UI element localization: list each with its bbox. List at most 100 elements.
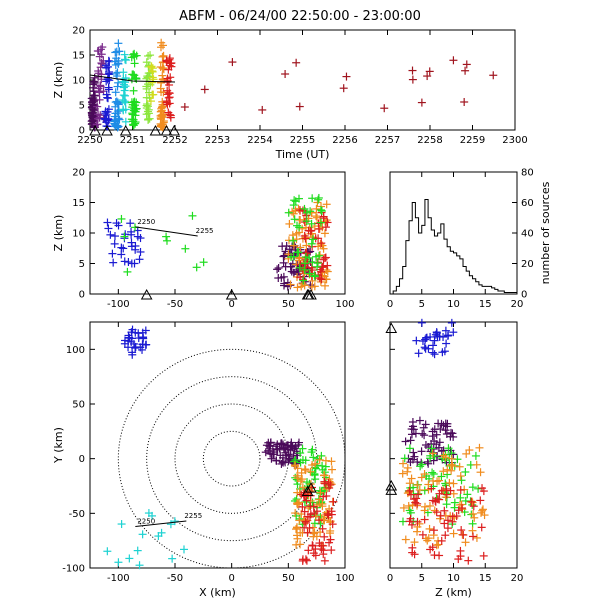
source-point [407,474,416,483]
source-point [468,498,477,507]
source-point [452,512,461,521]
source-point [134,334,143,343]
source-point [442,500,451,509]
source-point [302,556,311,565]
source-point [399,503,408,512]
source-point [258,105,267,114]
source-point [442,339,451,348]
range-ring [202,430,261,487]
source-point [409,448,418,457]
source-point [135,561,144,570]
source-point [443,331,452,340]
source-point [413,490,422,499]
source-points [103,325,338,570]
source-point [315,251,324,260]
source-point [267,454,276,463]
source-point [415,519,424,528]
source-point [435,495,444,504]
source-point [298,502,307,511]
source-point [295,223,304,232]
source-point [119,91,128,100]
source-point [327,546,336,555]
source-point [298,455,307,464]
source-point [289,241,298,250]
source-point [457,476,466,485]
source-point [441,531,450,540]
x-tick-label: 100 [335,299,354,310]
source-point [104,114,113,123]
source-point [326,480,335,489]
source-point [287,267,296,276]
source-point [138,530,147,539]
y-tick-label: 60 [521,198,534,209]
source-point [434,476,443,485]
source-point [302,496,311,505]
source-point [128,325,137,334]
source-point [405,444,414,453]
source-point [308,445,317,454]
source-point [281,445,290,454]
station-triangle [101,124,113,136]
source-point [310,272,319,281]
source-point [321,479,330,488]
source-point [425,454,434,463]
source-point [316,267,325,276]
source-point [304,546,313,555]
source-point [139,333,148,342]
y-tick-label: 5 [79,259,85,270]
range-ring [117,348,345,568]
source-point [319,255,328,264]
source-point [318,461,327,470]
source-point [315,516,324,525]
x-tick-label: 10 [447,299,460,310]
source-point [411,498,420,507]
source-point [463,490,472,499]
source-point [200,85,209,94]
source-point [90,77,99,86]
x-tick-label: 2251 [120,135,145,146]
source-point [286,280,295,289]
x-tick-label: 15 [479,299,492,310]
track-label-start: 2250 [137,218,155,226]
source-point [291,462,300,471]
x-tick-label: 2255 [290,135,315,146]
y-axis-label: Z (km) [52,215,65,252]
source-point [180,103,189,112]
source-point [318,465,327,474]
source-point [320,532,329,541]
source-point [276,439,285,448]
station-triangle [385,484,398,495]
source-point [449,529,458,538]
source-point [441,453,450,462]
source-point [319,492,328,501]
source-point [162,98,171,107]
station-triangle [140,288,153,300]
source-point [472,460,481,469]
source-point [125,554,134,563]
source-point [304,504,313,513]
source-point [181,244,190,253]
source-point [470,513,479,522]
source-point [447,460,456,469]
station-triangle [89,124,101,136]
source-point [156,84,165,93]
source-point [289,201,298,210]
source-point [446,486,455,495]
source-point [449,479,458,488]
y-tick-label: 0 [79,290,85,301]
source-point [449,328,458,337]
x-tick-label: 2253 [205,135,230,146]
source-point [459,530,468,539]
source-point [287,252,296,261]
source-point [103,218,112,227]
source-point [296,540,305,549]
source-point [166,73,175,82]
x-tick-label: 2257 [375,135,400,146]
source-point [285,219,294,228]
source-point [405,486,414,495]
source-point [91,91,100,100]
source-point [298,444,307,453]
source-point [111,88,120,97]
station-triangle [149,124,162,136]
source-point [96,81,105,90]
